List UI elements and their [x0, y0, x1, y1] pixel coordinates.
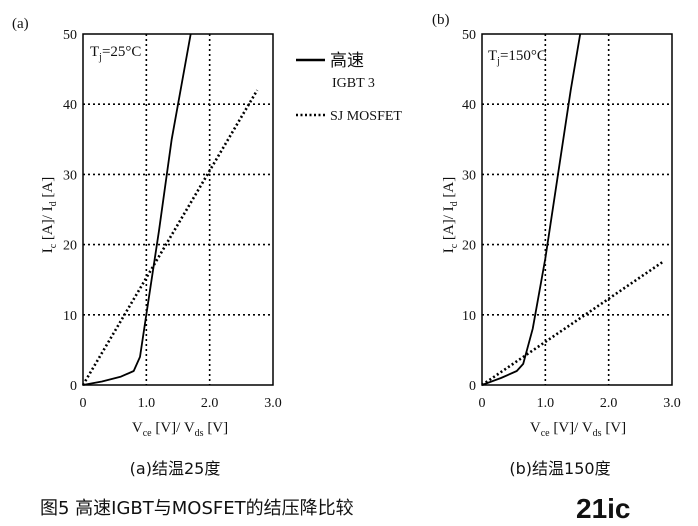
panel-a-grid	[83, 34, 273, 385]
panel-a: (a) 0 10 20 30 40 50 0 1.0 2.0 3.0 Tj=25°C Ic [A…	[12, 16, 282, 478]
panel-a-xlabel: Vce [V]/ Vds [V]	[132, 420, 228, 439]
legend-mosfet-label: SJ MOSFET	[330, 109, 402, 124]
panel-a-x-tick-label: 0	[80, 396, 87, 411]
panel-a-y-tick-label: 0	[70, 379, 77, 394]
panel-a-x-tick-label: 1.0	[138, 396, 156, 411]
panel-a-y-tick-label: 10	[63, 309, 77, 324]
panel-a-y-tick-label: 50	[63, 28, 77, 43]
panel-a-y-tick-label: 30	[63, 168, 77, 183]
panel-b-y-ticks: 0 10 20 30 40 50	[462, 28, 476, 394]
panel-a-subcaption: (a)结温25度	[130, 459, 221, 478]
panel-a-x-tick-label: 2.0	[201, 396, 219, 411]
legend-igbt-sublabel: IGBT 3	[332, 76, 375, 91]
panel-b-x-tick-label: 1.0	[537, 396, 555, 411]
panel-b-y-tick-label: 20	[462, 239, 476, 254]
panel-b-subcaption: (b)结温150度	[509, 459, 610, 478]
panel-b: (b) 0 10 20 30 40 50 0 1.0 2.0 3.0 Tj=150°C Ic […	[432, 12, 681, 478]
panel-a-x-tick-label: 3.0	[264, 396, 282, 411]
panel-a-y-ticks: 0 10 20 30 40 50	[63, 28, 77, 394]
legend: 高速 IGBT 3 SJ MOSFET	[296, 51, 402, 124]
panel-b-y-tick-label: 0	[469, 379, 476, 394]
legend-igbt-label: 高速	[330, 51, 364, 71]
panel-b-series	[481, 33, 664, 387]
panel-a-ylabel: Ic [A]/ Id [A]	[40, 177, 59, 254]
panel-b-y-tick-label: 40	[462, 98, 476, 113]
panel-a-frame	[82, 33, 274, 386]
panel-b-x-tick-label: 2.0	[600, 396, 618, 411]
panel-b-annotation: Tj=150°C	[488, 48, 547, 67]
panel-b-frame	[481, 33, 673, 386]
panel-b-y-tick-label: 50	[462, 28, 476, 43]
panel-a-label: (a)	[12, 16, 29, 32]
panel-b-x-tick-label: 0	[479, 396, 486, 411]
panel-a-igbt-line	[82, 33, 192, 386]
figure-caption: 图5 高速IGBT与MOSFET的结压降比较	[40, 498, 354, 519]
panel-b-y-tick-label: 10	[462, 309, 476, 324]
panel-b-label: (b)	[432, 12, 450, 28]
panel-a-y-tick-label: 40	[63, 98, 77, 113]
panel-a-annotation: Tj=25°C	[90, 44, 141, 63]
panel-a-mosfet-line	[81, 89, 259, 386]
panel-b-x-tick-label: 3.0	[663, 396, 681, 411]
panel-b-y-tick-label: 30	[462, 168, 476, 183]
panel-a-y-tick-label: 20	[63, 239, 77, 254]
panel-b-ylabel: Ic [A]/ Id [A]	[441, 177, 460, 254]
panel-a-x-ticks: 0 1.0 2.0 3.0	[80, 396, 282, 411]
panel-b-x-ticks: 0 1.0 2.0 3.0	[479, 396, 681, 411]
panel-b-xlabel: Vce [V]/ Vds [V]	[530, 420, 626, 439]
panel-b-mosfet-line	[481, 261, 664, 387]
panel-b-igbt-line	[481, 33, 582, 386]
panel-b-grid	[482, 34, 672, 385]
watermark: 21ic	[576, 493, 631, 524]
panel-a-series	[81, 33, 259, 386]
